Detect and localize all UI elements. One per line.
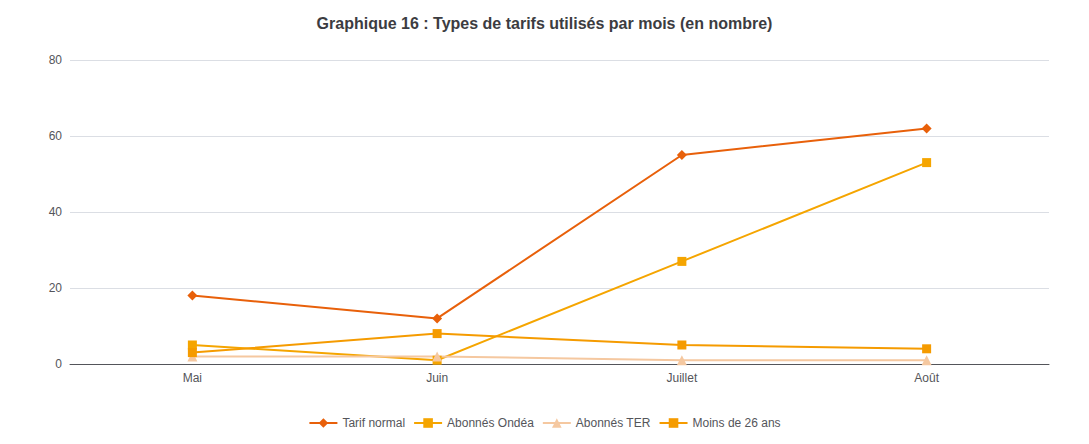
svg-text:Août: Août (914, 371, 939, 385)
svg-text:Juillet: Juillet (667, 371, 698, 385)
svg-text:Tarif normal: Tarif normal (342, 416, 405, 430)
svg-text:Juin: Juin (426, 371, 448, 385)
svg-text:Mai: Mai (183, 371, 202, 385)
svg-text:Abonnés TER: Abonnés TER (576, 416, 651, 430)
svg-text:60: 60 (49, 129, 63, 143)
svg-text:0: 0 (55, 357, 62, 371)
svg-text:Moins de 26 ans: Moins de 26 ans (693, 416, 781, 430)
svg-text:Graphique 16 : Types de tarifs: Graphique 16 : Types de tarifs utilisés … (317, 15, 773, 32)
svg-text:80: 80 (49, 53, 63, 67)
svg-text:40: 40 (49, 205, 63, 219)
svg-text:Abonnés Ondéa: Abonnés Ondéa (447, 416, 534, 430)
svg-text:20: 20 (49, 281, 63, 295)
